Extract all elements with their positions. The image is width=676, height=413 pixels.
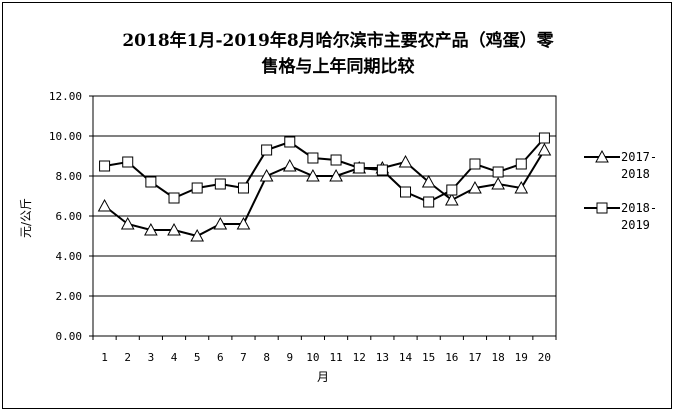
y-tick-label: 8.00 [56,170,83,183]
series-triangle [97,142,552,242]
x-tick-label: 10 [306,351,319,364]
x-tick-label: 20 [538,351,551,364]
y-tick-label: 12.00 [49,90,82,103]
legend-item: 2017- 2018 [584,149,657,181]
square-marker [145,176,157,188]
x-tick-label: 18 [492,351,505,364]
square-marker [353,162,365,174]
square-marker [168,192,180,204]
triangle-marker [190,228,205,242]
x-tick-label: 13 [376,351,389,364]
triangle-marker [421,174,436,188]
legend: 2017- 2018 2018- 2019 [584,149,657,232]
square-marker [99,160,111,172]
triangle-marker [97,198,112,212]
x-tick-label: 6 [217,351,224,364]
x-tick-label: 14 [399,351,413,364]
square-marker [307,152,319,164]
x-tick-label: 11 [329,351,342,364]
triangle-marker [236,216,251,230]
x-tick-label: 12 [353,351,366,364]
square-marker [400,186,412,198]
square-marker [376,164,388,176]
square-marker [191,182,203,194]
triangle-marker [306,168,320,182]
series-lines [97,132,552,242]
x-tick-label: 15 [422,351,435,364]
legend-square-marker [596,202,608,214]
y-axis-label: 元/公斤 [19,198,33,238]
square-marker [284,136,296,148]
square-marker [330,154,342,166]
legend-label-line1: 2018- [621,201,657,215]
y-tick-label: 0.00 [56,330,83,343]
x-tick-label: 16 [445,351,458,364]
x-tick-label: 7 [240,351,247,364]
y-tick-label: 6.00 [56,210,83,223]
triangle-marker [120,216,135,230]
legend-label-line2: 2019 [621,218,650,232]
square-marker [446,184,458,196]
triangle-marker [537,142,552,156]
triangle-marker [259,168,274,182]
square-marker [122,156,134,168]
y-tick-label: 2.00 [56,290,83,303]
triangle-marker [444,192,459,206]
square-marker [469,158,481,170]
legend-item: 2018- 2019 [584,201,657,232]
triangle-marker [167,222,181,236]
triangle-marker [213,216,228,230]
chart-frame [2,2,672,409]
x-tick-label: 2 [124,351,131,364]
y-tick-label: 4.00 [56,250,83,263]
triangle-marker [144,222,158,236]
x-tick-label: 5 [194,351,201,364]
x-tick-label: 4 [171,351,178,364]
triangle-marker [468,180,482,194]
square-marker [423,196,435,208]
square-marker [515,158,527,170]
legend-label-line2: 2018 [621,167,650,181]
series-square [99,132,550,208]
x-tick-label: 17 [468,351,481,364]
x-tick-label: 19 [515,351,528,364]
chart-title-line2: 售格与上年同期比较 [261,57,415,77]
square-marker [492,166,504,178]
legend-label-line1: 2017- [621,150,657,164]
triangle-marker [491,176,505,190]
square-marker [214,178,226,190]
x-axis-label: 月 [317,370,329,384]
triangle-marker [282,158,297,172]
x-tick-label: 1 [101,351,108,364]
x-tick-label: 8 [263,351,270,364]
x-tick-label: 9 [286,351,293,364]
triangle-marker [329,168,343,182]
triangle-marker [398,154,413,168]
y-tick-label: 10.00 [49,130,82,143]
square-marker [538,132,550,144]
square-marker [237,182,249,194]
triangle-marker [514,180,529,194]
legend-triangle-marker [595,149,609,163]
square-marker [261,144,273,156]
chart-title-line1: 2018年1月-2019年8月哈尔滨市主要农产品（鸡蛋）零 [122,31,554,51]
x-tick-label: 3 [148,351,155,364]
